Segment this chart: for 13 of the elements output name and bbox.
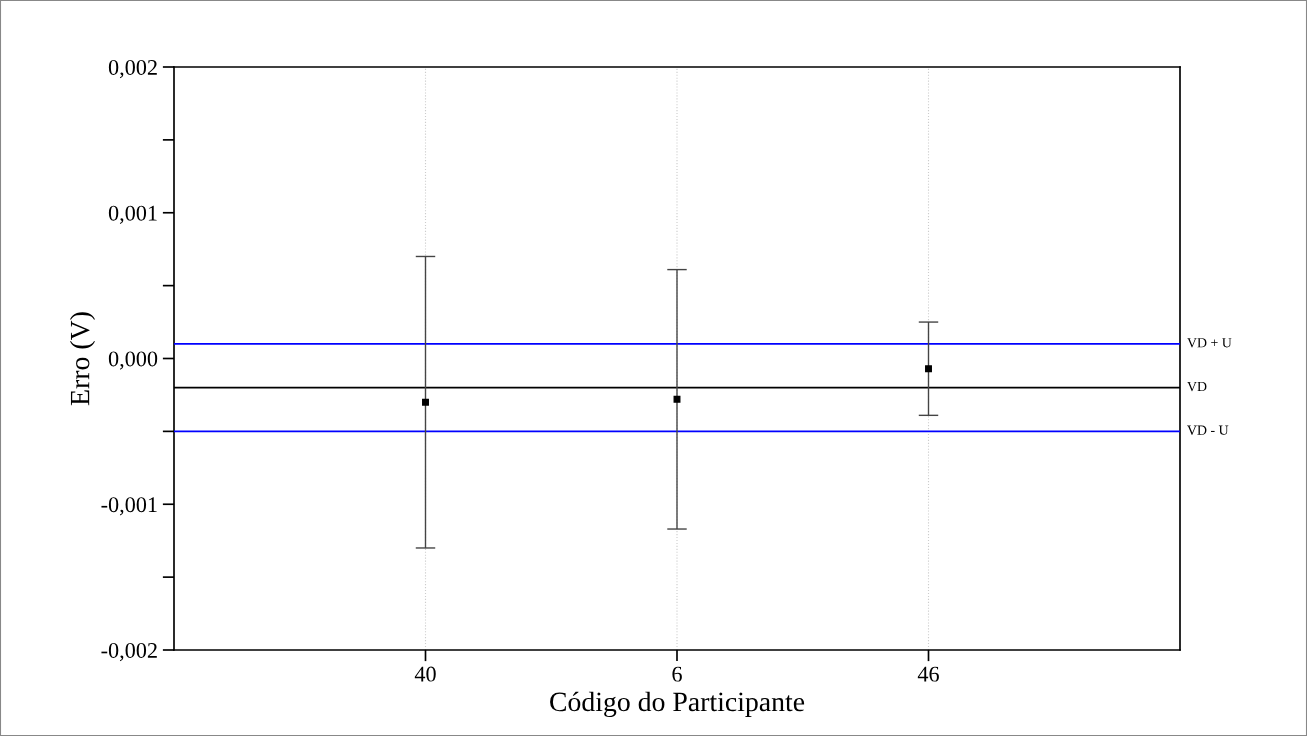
y-axis-title: Erro (V)	[69, 312, 96, 406]
x-tick-label: 46	[917, 666, 939, 682]
y-tick-label: -0,002	[101, 642, 157, 662]
x-tick-label: 40	[414, 666, 436, 682]
ref-line-label: VD + U	[1187, 338, 1232, 348]
ref-line-label: VD	[1187, 381, 1207, 392]
x-tick-label: 6	[672, 666, 682, 682]
ref-line-label: VD - U	[1187, 425, 1229, 435]
x-axis-title: Código do Participante	[550, 691, 805, 717]
y-tick-label: 0,002	[108, 59, 157, 79]
y-tick-label: -0,001	[101, 497, 157, 516]
y-tick-label: 0,001	[108, 205, 157, 224]
y-tick-label: 0,000	[108, 351, 158, 370]
